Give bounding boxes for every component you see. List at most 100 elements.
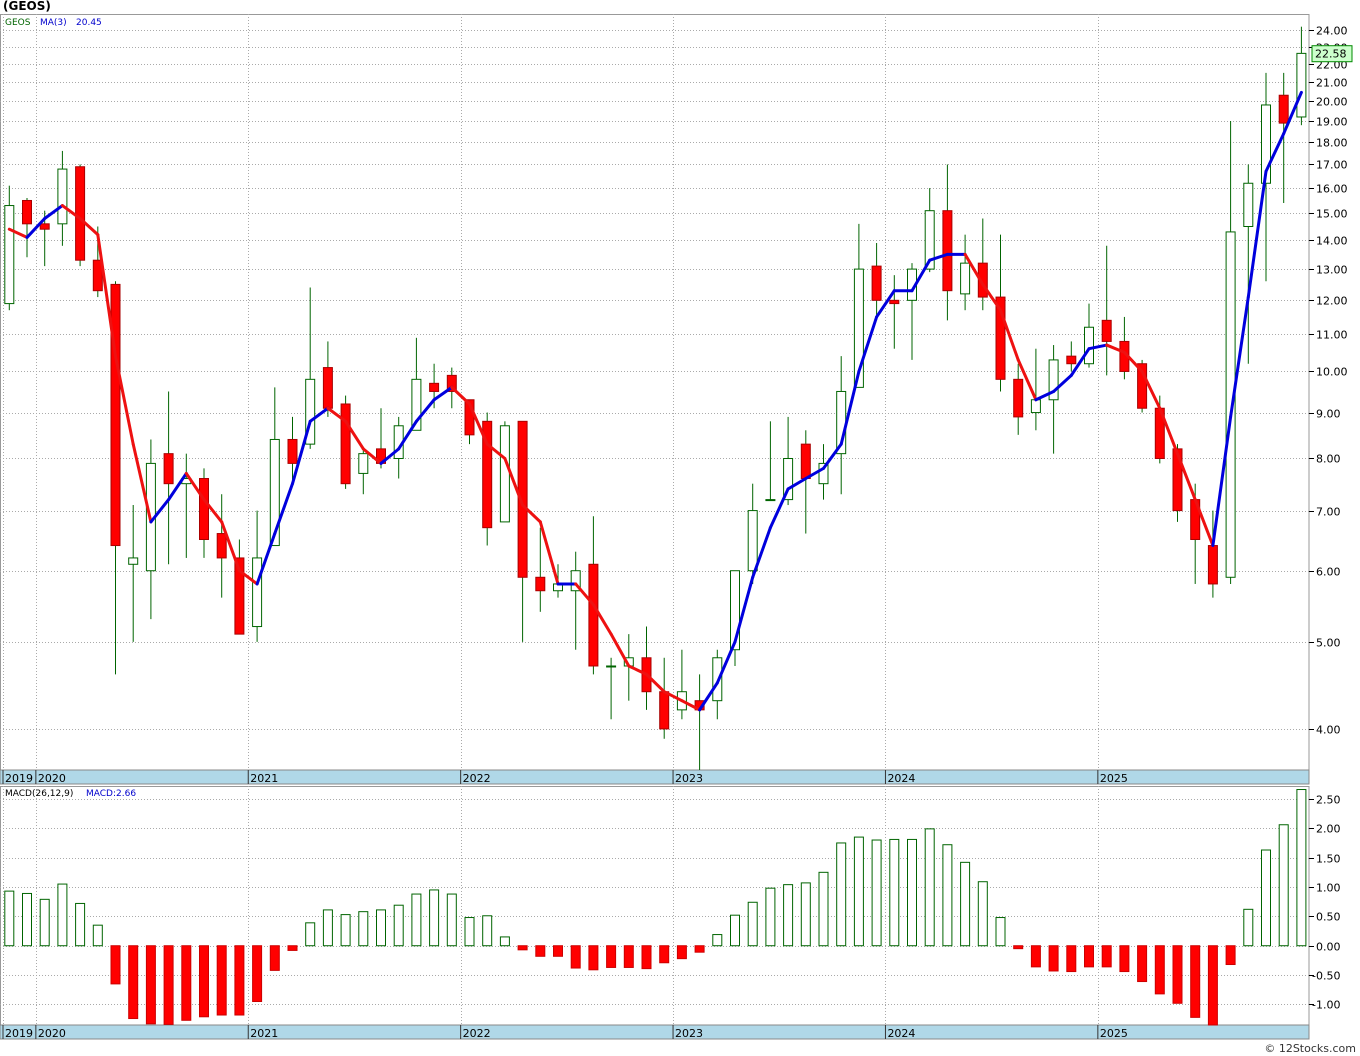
macd-bar-negative (252, 945, 263, 1003)
candle-up (305, 378, 316, 445)
ma-segment (1229, 295, 1250, 419)
ma-segment (1122, 350, 1144, 373)
ma-segment (981, 282, 1002, 312)
macd-bar-negative (234, 945, 245, 1016)
macd-bar-positive (747, 901, 758, 947)
ma-segment (344, 419, 365, 451)
price-tick-label: 4.00 (1316, 724, 1341, 737)
macd-bar-negative (1154, 945, 1165, 995)
ma-segment (680, 699, 702, 712)
year-label: 2025 (1100, 772, 1128, 785)
year-label: 2023 (675, 1027, 703, 1040)
ma-segment (822, 442, 843, 470)
macd-bar-negative (1225, 945, 1236, 966)
candle-down (446, 374, 457, 392)
macd-bar-positive (1296, 789, 1307, 947)
macd-tick-label: 0.00 (1316, 941, 1341, 954)
candle-up (960, 262, 971, 295)
ma-segment (786, 477, 808, 491)
candle-up (730, 570, 740, 651)
candle-down (110, 283, 121, 547)
macd-bar-positive (1278, 824, 1289, 947)
macd-bar-positive (429, 889, 440, 947)
price-tick-label: 9.00 (1316, 408, 1341, 421)
candle-down (535, 576, 546, 592)
ma-segment (25, 217, 47, 239)
macd-tick-label: 2.00 (1316, 823, 1341, 836)
macd-bar-positive (446, 893, 457, 947)
ma-segment (928, 252, 949, 262)
macd-bar-negative (535, 945, 546, 957)
ma-segment (538, 520, 560, 586)
macd-bar-positive (783, 884, 794, 947)
price-tick-label: 5.00 (1316, 637, 1341, 650)
ma-segment (839, 369, 861, 446)
candle-up (570, 570, 581, 592)
ma-segment (1034, 389, 1056, 402)
ma-segment (751, 526, 772, 579)
price-tick-label: 17.00 (1316, 159, 1348, 172)
macd-bar-positive (853, 836, 864, 947)
macd-bar-negative (199, 945, 209, 1018)
candle-up (269, 438, 280, 547)
candle-down (234, 557, 245, 635)
ma-indicator-label: MA(3) (40, 18, 67, 28)
ma-segment (379, 447, 401, 465)
candle-up (1030, 399, 1041, 414)
candle-down (482, 420, 493, 529)
macd-panel-frame (0, 786, 1310, 1026)
ma-segment (149, 498, 171, 524)
ma-segment (1193, 498, 1215, 548)
price-tick-label: 10.00 (1316, 366, 1348, 379)
ma-segment (503, 456, 525, 507)
ma-segment (414, 398, 436, 423)
ma-segment (698, 681, 719, 712)
ma-segment (963, 252, 985, 286)
price-tick-label: 7.00 (1316, 506, 1341, 519)
ma-segment (733, 575, 755, 644)
ma-segment (237, 569, 259, 586)
macd-bar-positive (889, 838, 900, 947)
ma-segment (43, 204, 64, 221)
ma-segment (468, 402, 489, 446)
price-tick-label: 12.00 (1316, 295, 1348, 308)
ma-segment (450, 385, 471, 406)
macd-bar-negative (1207, 945, 1218, 1026)
ma-segment (1211, 415, 1233, 548)
macd-bar-positive (818, 871, 829, 947)
macd-bar-positive (942, 844, 953, 947)
ma-segment (1140, 369, 1162, 410)
macd-bar-positive (836, 842, 847, 947)
ma-segment (627, 664, 648, 676)
macd-bar-positive (1261, 849, 1271, 947)
candle-down (1137, 363, 1148, 409)
macd-bar-negative (145, 945, 156, 1025)
candle-up (1084, 326, 1094, 365)
ma-segment (1087, 343, 1109, 351)
macd-bar-positive (995, 917, 1006, 947)
candle-up (358, 453, 369, 474)
candle-down (942, 210, 953, 292)
price-tick-label: 14.00 (1316, 235, 1348, 248)
candle-down (322, 367, 333, 409)
ma-segment (609, 632, 631, 668)
macd-bar-positive (393, 904, 404, 947)
macd-bar-positive (4, 890, 15, 947)
macd-bar-negative (181, 945, 192, 1021)
candle-down (588, 563, 599, 667)
macd-bar-positive (499, 936, 510, 947)
candle-up (4, 205, 15, 305)
ma-segment (184, 471, 206, 502)
page-title: (GEOS) (3, 0, 51, 13)
ma-segment (7, 227, 29, 239)
ma-segment (1052, 373, 1073, 393)
candle-down (517, 420, 528, 578)
macd-bar-negative (287, 945, 298, 951)
macd-bar-positive (411, 893, 422, 947)
candle-down (39, 223, 50, 230)
ma-segment (78, 217, 100, 237)
ma-segment (875, 289, 896, 319)
macd-bar-positive (871, 839, 882, 947)
ma-segment (432, 385, 454, 402)
macd-bar-negative (1013, 945, 1024, 950)
